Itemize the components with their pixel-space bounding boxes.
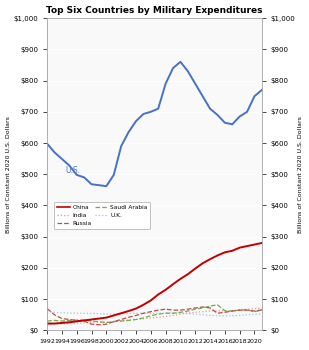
Text: U.S.: U.S. (66, 166, 81, 175)
Y-axis label: Billions of Constant 2020 U.S. Dollars: Billions of Constant 2020 U.S. Dollars (6, 116, 11, 233)
Y-axis label: Billions of Constant 2020 U.S. Dollars: Billions of Constant 2020 U.S. Dollars (298, 116, 303, 233)
Title: Top Six Countries by Military Expenditures: Top Six Countries by Military Expenditur… (46, 6, 263, 15)
Legend: China, India, Russia, Saudi Arabia, U.K.: China, India, Russia, Saudi Arabia, U.K. (54, 202, 150, 229)
